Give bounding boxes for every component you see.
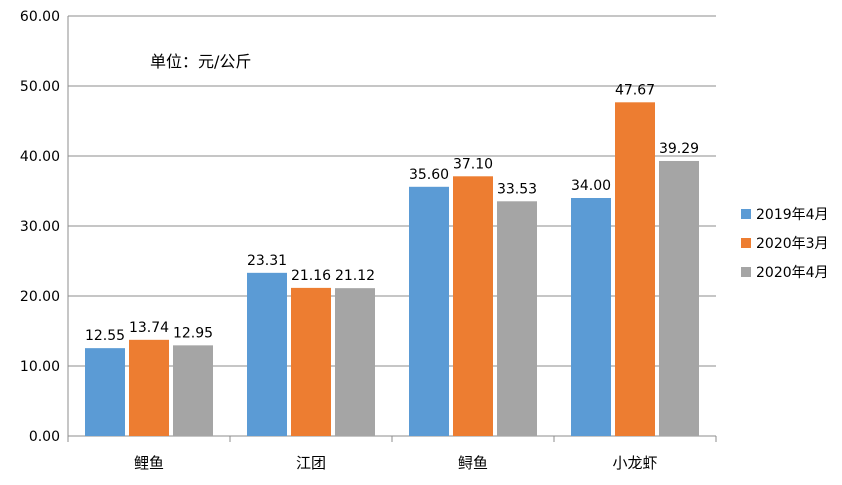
data-label: 33.53 [497, 181, 537, 197]
data-label: 35.60 [409, 167, 449, 183]
bar-item-0-1 [247, 272, 287, 436]
data-label: 12.95 [173, 325, 213, 341]
bar-item-1-2 [453, 176, 493, 437]
unit-annotation: 单位：元/公斤 [150, 52, 251, 71]
bar-item-0-3 [571, 198, 611, 436]
data-label: 39.29 [659, 141, 699, 157]
data-label: 23.31 [247, 253, 287, 269]
data-label: 21.16 [291, 268, 331, 284]
y-tick-label: 20.00 [20, 289, 60, 305]
y-tick-label: 40.00 [20, 149, 60, 165]
axes: 0.00 10.00 20.00 30.00 40.00 50.00 60.00 鲤鱼 江团 鲟鱼… [20, 9, 717, 472]
bar-item-0-2 [409, 186, 449, 436]
y-tick-label: 50.00 [20, 79, 60, 95]
bar-item-0-0 [85, 348, 125, 436]
x-category-label: 江团 [296, 454, 326, 472]
data-label: 47.67 [615, 82, 655, 98]
bar-item-1-3 [615, 102, 655, 436]
data-label: 21.12 [335, 268, 375, 284]
bar-item-2-2 [497, 201, 537, 436]
data-label: 37.10 [453, 156, 493, 172]
bar-item-1-0 [129, 339, 169, 436]
y-tick-label: 30.00 [20, 219, 60, 235]
data-label: 13.74 [129, 320, 169, 336]
legend-swatch [741, 238, 751, 248]
y-tick-label: 60.00 [20, 9, 60, 25]
legend-swatch [741, 267, 751, 277]
legend-label: 2020年4月 [756, 265, 829, 281]
legend-label: 2020年3月 [756, 236, 829, 252]
x-category-label: 小龙虾 [612, 454, 657, 472]
legend-swatch [741, 209, 751, 219]
bar-item-2-1 [335, 288, 375, 436]
legend: 2019年4月 2020年3月 2020年4月 [741, 207, 829, 281]
bar-item-1-1 [291, 287, 331, 436]
legend-label: 2019年4月 [756, 207, 829, 223]
y-tick-label: 0.00 [29, 429, 60, 445]
x-category-label: 鲟鱼 [458, 454, 488, 472]
data-label: 34.00 [571, 178, 611, 194]
bar-item-2-0 [173, 345, 213, 436]
bars [85, 102, 699, 437]
bar-item-2-3 [659, 160, 699, 436]
data-label: 12.55 [85, 328, 125, 344]
y-tick-label: 10.00 [20, 359, 60, 375]
x-category-label: 鲤鱼 [134, 454, 164, 472]
